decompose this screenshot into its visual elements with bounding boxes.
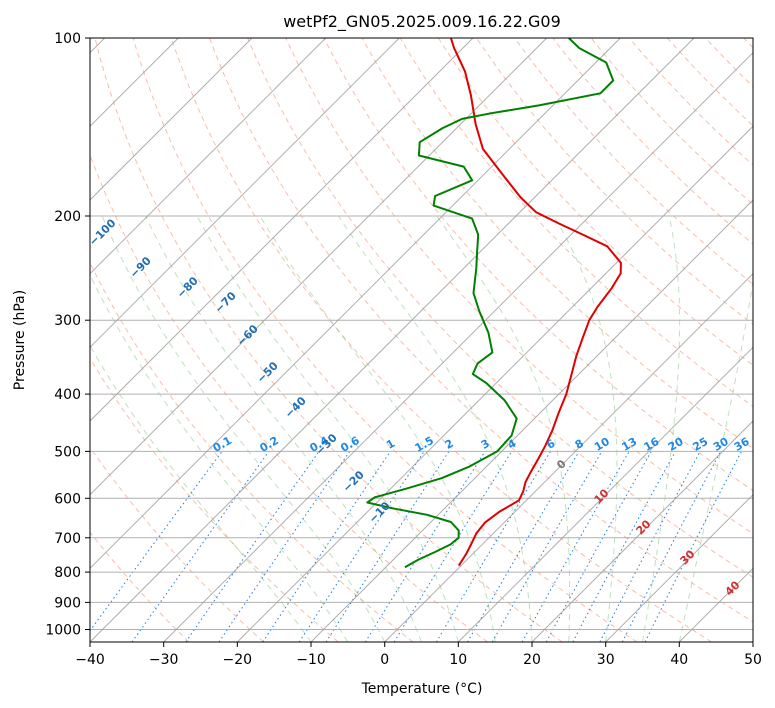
x-tick-label: 30 xyxy=(597,652,615,668)
plot-frame xyxy=(89,37,754,643)
moist-adiabat xyxy=(101,215,386,642)
moist-adiabat xyxy=(553,215,618,642)
mixing-ratio-line xyxy=(90,451,223,632)
moist-adiabat xyxy=(90,344,312,642)
y-tick-label: 700 xyxy=(54,531,81,547)
y-tick-label: 600 xyxy=(54,491,81,507)
y-tick-label: 100 xyxy=(54,31,81,47)
y-axis: 100 200 300 400 500 600 700 800 900 1000 xyxy=(45,31,90,639)
mixing-ratio-line xyxy=(572,451,676,642)
dry-adiabat xyxy=(323,38,753,492)
dry-adiabat xyxy=(399,38,753,408)
isotherm-line xyxy=(163,51,753,642)
dry-adiabat xyxy=(285,38,753,535)
isotherm-line xyxy=(90,38,327,275)
isotherm-gridlines xyxy=(90,38,753,642)
mixing-ratio-line xyxy=(435,451,552,642)
mixing-ratio-line xyxy=(491,451,603,642)
dry-adiabat xyxy=(437,38,753,366)
x-tick-label: 10 xyxy=(449,652,467,668)
mixing-ratio-line xyxy=(467,451,580,642)
dry-adiabat xyxy=(247,38,753,578)
profile-lines xyxy=(366,38,622,569)
dewpoint-profile-line xyxy=(366,38,615,569)
y-tick-label: 1000 xyxy=(45,623,81,639)
mixing-ratio-line xyxy=(545,451,652,642)
x-tick-label: −40 xyxy=(75,652,105,668)
dry-adiabat xyxy=(90,261,414,642)
y-tick-label: 500 xyxy=(54,444,81,460)
moist-adiabat xyxy=(678,277,753,642)
dry-adiabat xyxy=(94,38,563,642)
y-axis-title: Pressure (hPa) xyxy=(12,290,28,390)
x-axis-title: Temperature (°C) xyxy=(361,681,483,697)
mixing-ratio-line xyxy=(298,451,425,642)
dry-adiabat xyxy=(90,531,190,642)
moist-adiabat xyxy=(90,273,349,642)
mixing-ratio-lines xyxy=(90,451,742,642)
moist-adiabat xyxy=(196,215,459,642)
y-tick-label: 200 xyxy=(54,209,81,225)
x-tick-label: 40 xyxy=(670,652,688,668)
isotherm-line xyxy=(236,125,753,642)
mixing-ratio-line xyxy=(393,451,513,642)
mixing-ratio-line xyxy=(185,451,320,642)
temperature-profile-line xyxy=(449,38,622,567)
chart-title: wetPf2_GN05.2025.009.16.22.G09 xyxy=(283,12,561,32)
y-tick-label: 400 xyxy=(54,387,81,403)
isotherm-line xyxy=(90,38,400,349)
y-tick-label: 900 xyxy=(54,595,81,611)
moist-adiabat xyxy=(642,215,681,642)
mixing-ratio-line xyxy=(521,451,630,642)
mixing-ratio-line xyxy=(364,451,486,642)
dry-adiabat xyxy=(90,357,339,642)
x-tick-label: 0 xyxy=(380,652,389,668)
isotherm-line xyxy=(384,272,753,642)
isotherm-line xyxy=(90,38,474,422)
isotherm-line xyxy=(90,38,548,496)
mixing-ratio-line xyxy=(325,451,450,642)
isotherm-line xyxy=(90,38,621,570)
pressure-gridlines xyxy=(90,38,753,630)
isotherm-line xyxy=(90,38,695,642)
dry-adiabat xyxy=(132,38,638,642)
x-tick-label: 20 xyxy=(523,652,541,668)
x-tick-label: −20 xyxy=(223,652,253,668)
y-tick-label: 800 xyxy=(54,565,81,581)
isotherm-line xyxy=(90,38,253,201)
moist-adiabat xyxy=(337,215,533,642)
isotherm-line xyxy=(310,199,753,642)
x-axis: −40 −30 −20 −10 0 10 20 30 40 50 xyxy=(75,642,762,668)
mixing-ratio-line xyxy=(131,451,270,642)
moist-adiabat xyxy=(259,215,496,642)
isotherm-line xyxy=(457,346,753,642)
isotherm-line xyxy=(605,493,753,642)
isotherm-line xyxy=(531,420,753,642)
moist-adiabats xyxy=(90,215,753,642)
dry-adiabat xyxy=(209,38,753,623)
x-tick-label: −30 xyxy=(149,652,179,668)
x-tick-label: −10 xyxy=(296,652,326,668)
plot-area xyxy=(90,38,753,642)
x-tick-label: 50 xyxy=(744,652,762,668)
y-tick-label: 300 xyxy=(54,313,81,329)
